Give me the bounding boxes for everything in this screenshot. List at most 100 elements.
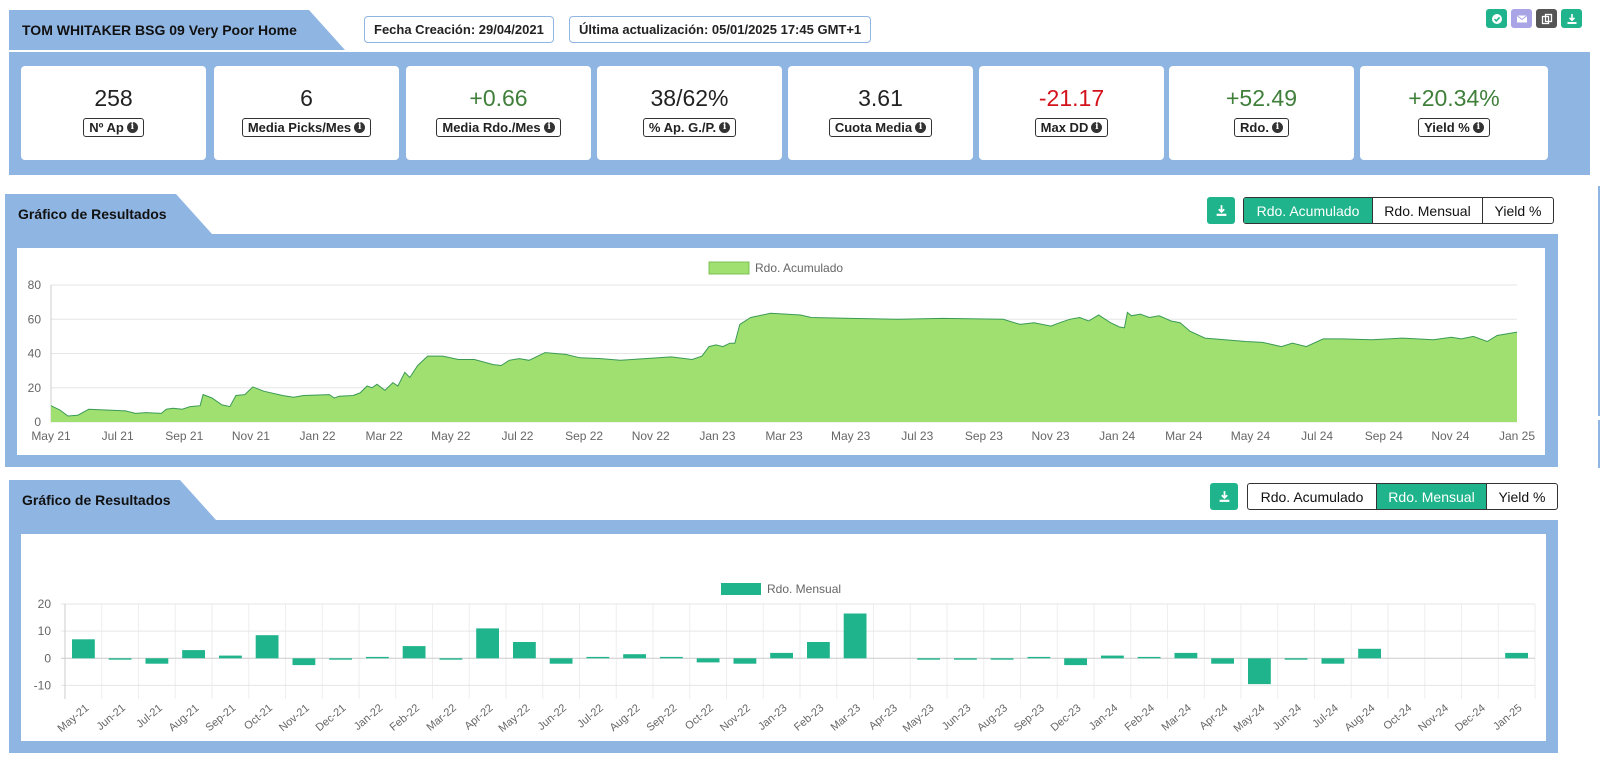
bar-jan-25[interactable] (1505, 652, 1528, 659)
x-tick-label: Dec-23 (1049, 702, 1084, 734)
x-tick-label: Nov-21 (277, 702, 312, 734)
bar-nov-22[interactable] (733, 658, 757, 664)
y-tick-label: 20 (28, 381, 42, 395)
legend-label: Rdo. Mensual (767, 582, 841, 596)
stat-value: +52.49 (1226, 85, 1297, 111)
x-tick-label: Dec-21 (314, 702, 349, 734)
bar-dec-23[interactable] (1064, 658, 1087, 666)
check-circle-icon[interactable] (1486, 9, 1507, 28)
stat-label-text: Rdo. (1240, 120, 1269, 135)
bar-jan-24[interactable] (1101, 655, 1124, 659)
strategy-title: TOM WHITAKER BSG 09 Very Poor Home (22, 22, 297, 38)
chart1-download-button[interactable] (1207, 197, 1235, 224)
stat-label[interactable]: Yield % i (1418, 118, 1490, 137)
x-tick-label: May 23 (831, 429, 871, 443)
bar-jul-22[interactable] (586, 656, 610, 659)
x-tick-label: Mar 23 (765, 429, 803, 443)
info-icon[interactable]: i (354, 122, 366, 133)
y-tick-label: -10 (34, 678, 52, 692)
legend[interactable]: Rdo. Mensual (721, 582, 841, 596)
chart2-download-button[interactable] (1210, 483, 1238, 510)
stat-value: +20.34% (1408, 85, 1500, 111)
chart2-btn-rdo-mensual[interactable]: Rdo. Mensual (1376, 484, 1486, 509)
bar-feb-24[interactable] (1137, 656, 1161, 659)
bar-nov-21[interactable] (292, 658, 316, 666)
info-icon[interactable]: i (719, 122, 731, 133)
info-icon[interactable]: i (915, 122, 927, 133)
chart1-edge-line (1598, 186, 1600, 416)
bar-may-22[interactable] (513, 642, 536, 659)
chart2-btn-yield[interactable]: Yield % (1486, 484, 1557, 509)
x-tick-label: Oct-21 (242, 702, 275, 732)
bar-aug-21[interactable] (182, 650, 205, 659)
info-icon[interactable]: i (1271, 122, 1283, 133)
x-tick-label: Sep 22 (565, 429, 603, 443)
x-tick-label: Jun-22 (536, 702, 569, 733)
bar-jun-22[interactable] (549, 658, 573, 664)
bar-mar-23[interactable] (843, 613, 867, 659)
chart1-btn-yield[interactable]: Yield % (1482, 198, 1553, 223)
x-tick-label: Nov 24 (1431, 429, 1469, 443)
chart1-btn-rdo-mensual[interactable]: Rdo. Mensual (1372, 198, 1482, 223)
stat-label[interactable]: Max DD i (1034, 118, 1109, 137)
bar-aug-22[interactable] (623, 654, 646, 659)
chart2-panel: Rdo. Mensual -10 0 10 20 May-21 Jun-21 Jul-21 Au… (9, 520, 1558, 753)
cumulative-results-chart: Rdo. Acumulado 0 20 40 60 80 May 21 Jul 21 Sep 2… (28, 261, 1536, 443)
x-tick-label: Mar 24 (1165, 429, 1203, 443)
bar-sep-21[interactable] (219, 655, 242, 659)
stat-value: 6 (300, 85, 313, 111)
chart2-mode-toggle: Rdo. Acumulado Rdo. Mensual Yield % (1247, 483, 1558, 510)
x-tick-label: Apr-23 (867, 702, 900, 732)
info-icon[interactable]: i (543, 122, 555, 133)
bar-jun-23[interactable] (954, 658, 977, 660)
bar-aug-24[interactable] (1358, 648, 1381, 659)
stat-label[interactable]: Rdo. i (1234, 118, 1289, 137)
bar-aug-23[interactable] (990, 658, 1014, 660)
bar-oct-22[interactable] (696, 658, 720, 663)
x-tick-label: Jan-23 (756, 702, 789, 733)
envelope-icon[interactable] (1511, 9, 1532, 28)
bar-may-23[interactable] (917, 658, 940, 660)
info-icon[interactable]: i (126, 122, 138, 133)
stat-label[interactable]: Media Rdo./Mes i (436, 118, 561, 137)
x-tick-label: Sep-23 (1012, 702, 1047, 734)
chart2-btn-rdo-acumulado[interactable]: Rdo. Acumulado (1260, 488, 1364, 505)
bar-jul-21[interactable] (145, 658, 169, 664)
x-tick-label: Apr-24 (1198, 702, 1231, 732)
chart1-edge-line-lower (1598, 420, 1600, 468)
bar-may-24[interactable] (1248, 658, 1271, 685)
bar-apr-22[interactable] (476, 628, 499, 659)
bar-jan-22[interactable] (366, 656, 389, 659)
stat-label-text: Yield % (1424, 120, 1470, 135)
download-icon (1219, 491, 1229, 502)
bar-jul-24[interactable] (1321, 658, 1345, 664)
bar-jun-21[interactable] (108, 658, 132, 660)
stat-label[interactable]: Media Picks/Mes i (241, 118, 372, 137)
download-icon[interactable] (1561, 9, 1582, 28)
info-icon[interactable]: i (1472, 122, 1484, 133)
stat-label[interactable]: Nº Ap i (83, 118, 144, 137)
info-icon[interactable]: i (1091, 122, 1103, 133)
bar-feb-23[interactable] (807, 642, 830, 659)
legend[interactable]: Rdo. Acumulado (708, 261, 843, 275)
stat-label[interactable]: % Ap. G./P. i (642, 118, 737, 137)
bar-jun-24[interactable] (1284, 658, 1308, 660)
stat-value: 38/62% (650, 85, 729, 111)
bar-sep-22[interactable] (660, 656, 683, 659)
bar-oct-21[interactable] (255, 635, 279, 659)
bar-feb-22[interactable] (402, 646, 426, 659)
x-tick-label: Jul 22 (501, 429, 533, 443)
bar-apr-24[interactable] (1211, 658, 1234, 664)
bar-dec-21[interactable] (329, 658, 352, 660)
y-tick-label: 40 (28, 347, 42, 361)
bar-jan-23[interactable] (770, 652, 793, 659)
bar-sep-23[interactable] (1027, 656, 1051, 659)
stat-label[interactable]: Cuota Media i (828, 118, 933, 137)
bar-mar-24[interactable] (1174, 652, 1198, 659)
chart1-btn-rdo-acumulado[interactable]: Rdo. Acumulado (1244, 198, 1372, 223)
stat-label-text: Cuota Media (834, 120, 913, 135)
x-tick-label: Jan 22 (300, 429, 336, 443)
bar-may-21[interactable] (72, 639, 95, 659)
bar-mar-22[interactable] (439, 658, 463, 660)
copy-icon[interactable] (1536, 9, 1557, 28)
